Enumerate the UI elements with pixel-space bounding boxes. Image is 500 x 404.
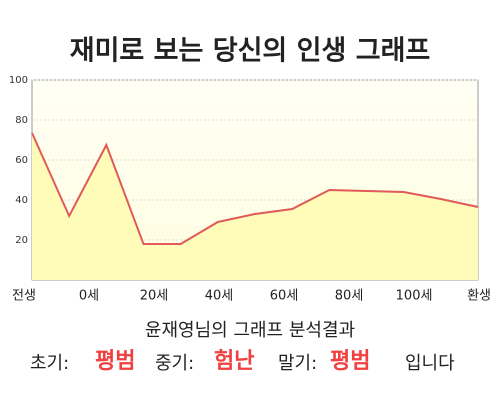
area	[32, 133, 478, 280]
x-tick-label: 20세	[140, 289, 169, 304]
phase-label: 말기:	[278, 353, 317, 374]
result-heading: 윤재영님의 그래프 분석결과	[145, 320, 355, 341]
x-tick-label: 환생	[467, 289, 491, 304]
y-tick-label: 20	[15, 235, 28, 246]
y-tick-label: 80	[15, 115, 28, 126]
phase-value: 평범	[330, 349, 370, 374]
ending: 입니다	[405, 353, 455, 374]
y-tick-label: 100	[9, 75, 28, 86]
line	[31, 132, 479, 245]
x-tick-label: 100세	[396, 289, 433, 304]
phase-value: 험난	[214, 348, 254, 374]
x-tick-label: 전생	[12, 289, 36, 304]
phase-value: 평범	[95, 349, 135, 374]
phase-label: 초기:	[30, 353, 69, 374]
x-tick-label: 40세	[205, 289, 234, 304]
x-tick-label: 80세	[335, 289, 364, 304]
y-tick-label: 40	[15, 195, 28, 206]
phase-label: 중기:	[155, 353, 194, 374]
x-tick-label: 60세	[270, 289, 299, 304]
y-tick-label: 60	[15, 155, 28, 166]
x-tick-label: 0세	[79, 289, 99, 304]
chart-title: 재미로 보는 당신의 인생 그래프	[70, 36, 431, 67]
